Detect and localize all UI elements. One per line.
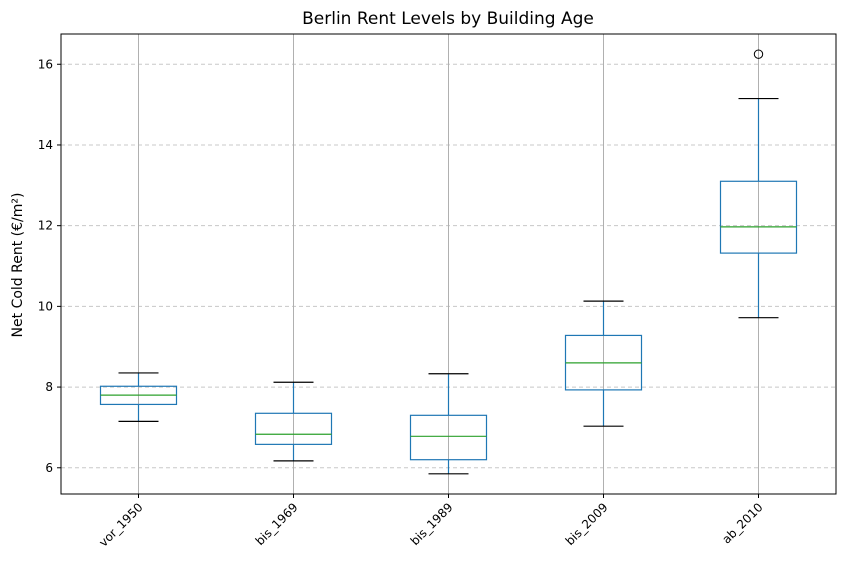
y-tick-label: 12 — [38, 219, 53, 233]
x-tick-label: vor_1950 — [96, 500, 145, 549]
y-tick-label: 14 — [38, 138, 53, 152]
x-tick-label: bis_2009 — [563, 500, 611, 548]
outlier-point — [753, 49, 764, 59]
plot-area: 6 8 10 12 14 16 vor_1950 bis_1969 bis_1989 bis_20… — [38, 33, 837, 550]
y-axis-title: Net Cold Rent (€/m²) — [10, 193, 26, 338]
x-tick-label: bis_1989 — [408, 500, 456, 548]
y-tick-label: 10 — [38, 299, 53, 313]
x-tick-label: ab_2010 — [719, 500, 765, 546]
box-bis_1969 — [254, 412, 333, 445]
box-bis_1989 — [409, 414, 488, 461]
x-tick-label: bis_1969 — [253, 500, 301, 548]
y-tick-label: 16 — [38, 57, 53, 71]
y-tick-label: 8 — [45, 380, 53, 394]
y-tick-label: 6 — [45, 461, 53, 475]
box-ab_2010 — [719, 180, 798, 254]
chart-title: Berlin Rent Levels by Building Age — [302, 9, 594, 29]
